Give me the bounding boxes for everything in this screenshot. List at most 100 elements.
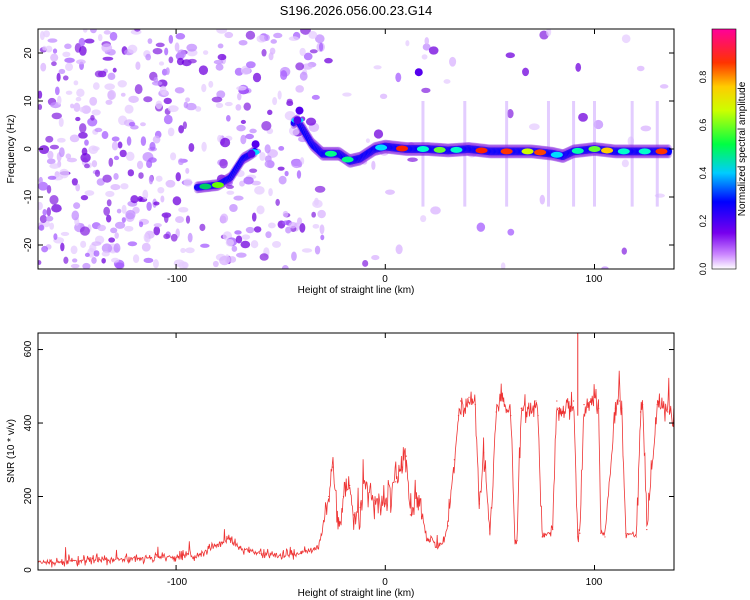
- noise-speckle: [51, 112, 62, 120]
- noise-speckle: [143, 233, 149, 242]
- noise-speckle: [314, 245, 321, 255]
- noise-speckle: [299, 71, 308, 81]
- noise-speckle: [365, 138, 370, 143]
- noise-speckle: [47, 175, 57, 180]
- noise-speckle: [82, 262, 91, 269]
- noise-speckle: [120, 92, 126, 97]
- noise-speckle: [187, 58, 197, 64]
- noise-speckle: [45, 45, 53, 53]
- noise-speckle: [60, 242, 65, 252]
- noise-speckle: [264, 160, 275, 168]
- noise-speckle: [231, 245, 238, 252]
- noise-speckle: [225, 184, 234, 189]
- noise-speckle: [103, 206, 111, 216]
- noise-speckle: [113, 243, 121, 253]
- snr-data-point: [443, 540, 445, 542]
- spectral-streak: [593, 101, 596, 207]
- ridge-hotspot: [500, 148, 513, 155]
- noise-speckle: [278, 146, 285, 151]
- noise-speckle: [84, 163, 90, 169]
- noise-speckle: [220, 213, 229, 224]
- noise-speckle: [319, 224, 325, 235]
- noise-speckle: [101, 257, 106, 264]
- snr-data-point: [353, 514, 355, 516]
- noise-speckle: [49, 144, 59, 150]
- noise-speckle: [215, 63, 224, 71]
- noise-speckle: [140, 122, 146, 127]
- noise-speckle: [175, 33, 186, 40]
- noise-speckle: [91, 256, 97, 264]
- snr-data-point: [614, 407, 617, 409]
- noise-speckle: [219, 158, 228, 169]
- noise-speckle: [45, 215, 54, 222]
- noise-speckle: [507, 228, 515, 236]
- noise-speckle: [120, 183, 129, 190]
- noise-speckle: [180, 247, 186, 253]
- noise-speckle: [233, 195, 244, 201]
- noise-speckle: [224, 101, 233, 107]
- noise-speckle: [288, 221, 297, 229]
- noise-speckle: [113, 172, 119, 180]
- noise-speckle: [69, 134, 80, 143]
- noise-speckle: [208, 80, 214, 88]
- noise-speckle: [199, 223, 206, 232]
- snr-data-point: [503, 404, 506, 406]
- noise-speckle: [155, 100, 163, 110]
- snr-data-point: [416, 495, 418, 498]
- noise-speckle: [300, 29, 311, 35]
- noise-speckle: [38, 181, 49, 191]
- noise-speckle: [53, 233, 58, 241]
- noise-speckle: [302, 63, 313, 70]
- noise-speckle: [89, 96, 98, 106]
- snr-data-point: [468, 396, 470, 398]
- noise-speckle: [185, 102, 197, 111]
- snr-data-point: [625, 532, 627, 534]
- noise-speckle: [104, 83, 116, 90]
- noise-speckle: [215, 102, 224, 109]
- snr-data-point: [572, 400, 575, 402]
- noise-speckle: [659, 84, 669, 89]
- noise-speckle: [267, 109, 273, 116]
- noise-speckle: [157, 186, 165, 194]
- colorbar-ticks: 0.0 0.2 0.4 0.6 0.8: [698, 71, 708, 276]
- noise-speckle: [97, 33, 103, 42]
- noise-speckle: [216, 90, 226, 99]
- noise-speckle: [110, 183, 121, 191]
- snr-data-point: [349, 484, 351, 487]
- noise-speckle: [243, 102, 251, 111]
- x-tick-label: 0: [382, 274, 388, 285]
- noise-speckle: [51, 61, 57, 67]
- noise-speckle: [138, 221, 144, 228]
- noise-speckle: [79, 226, 90, 236]
- noise-speckle: [128, 121, 136, 127]
- noise-speckle: [64, 43, 72, 50]
- noise-speckle: [128, 95, 139, 103]
- noise-speckle: [152, 259, 159, 269]
- noise-speckle: [105, 99, 113, 105]
- noise-speckle: [38, 201, 43, 211]
- noise-speckle: [92, 82, 100, 90]
- noise-speckle: [134, 29, 141, 32]
- noise-speckle: [111, 257, 120, 263]
- snr-data-point: [447, 525, 449, 527]
- snr-data-point: [338, 525, 340, 527]
- noise-speckle: [246, 61, 256, 69]
- noise-speckle: [54, 86, 60, 96]
- snr-data-point: [499, 396, 501, 398]
- noise-speckle: [314, 34, 325, 44]
- snr-data-point: [259, 552, 261, 555]
- noise-speckle: [243, 176, 254, 185]
- snr-data-point: [635, 536, 637, 538]
- noise-speckle: [225, 114, 231, 122]
- snr-data-point: [552, 528, 554, 531]
- noise-speckle: [201, 141, 207, 152]
- noise-speckle: [185, 167, 190, 174]
- noise-speckle: [84, 252, 90, 258]
- noise-speckle: [143, 96, 153, 103]
- noise-speckle: [250, 240, 259, 249]
- snr-data-point: [280, 554, 282, 556]
- snr-data-point: [593, 396, 596, 398]
- noise-speckle: [91, 146, 100, 151]
- noise-speckle: [170, 233, 178, 242]
- noise-speckle: [163, 233, 170, 240]
